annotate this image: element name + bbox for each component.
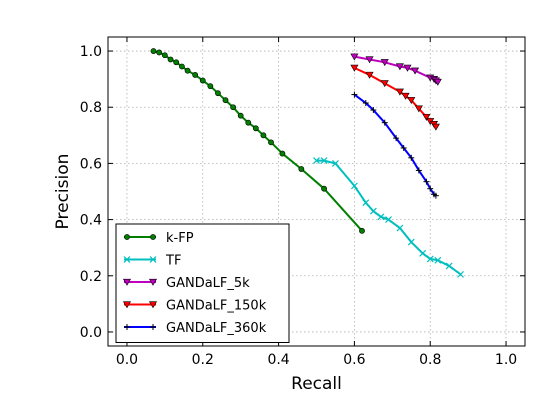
data-point-k-fp [299, 166, 304, 171]
data-point-k-fp [215, 91, 220, 96]
series-line-gandalf-5k [354, 57, 437, 82]
data-point-k-fp [185, 68, 190, 73]
legend-label: TF [165, 254, 181, 269]
data-point-k-fp [200, 78, 205, 83]
data-point-k-fp [253, 126, 258, 131]
data-point-k-fp [231, 105, 236, 110]
data-point-k-fp [193, 72, 198, 77]
series-line-tf [317, 161, 461, 275]
series-line-gandalf-150k [354, 68, 436, 127]
data-point-k-fp [179, 64, 184, 69]
x-tick-label: 0.0 [116, 352, 138, 368]
data-point-k-fp [246, 120, 251, 125]
y-axis-label: Precision [53, 154, 73, 230]
legend-label: GANDaLF_360k [166, 321, 267, 336]
data-point-k-fp [157, 50, 162, 55]
data-point-k-fp [268, 140, 273, 145]
x-tick-label: 0.4 [267, 352, 289, 368]
data-point-tf [351, 183, 357, 189]
data-point-k-fp [238, 113, 243, 118]
legend-label: GANDaLF_150k [166, 299, 267, 314]
series-gandalf-360k [351, 92, 439, 199]
data-point-tf [370, 208, 376, 214]
data-point-k-fp [168, 57, 173, 62]
legend-marker [124, 234, 129, 239]
y-tick-label: 0.8 [80, 100, 102, 116]
x-tick-label: 0.8 [419, 352, 441, 368]
legend: k-FP TF GANDaLF_5k GANDaLF_150k GANDaLF_360k [116, 224, 289, 343]
y-tick-label: 0.6 [80, 156, 102, 172]
y-tick-label: 1.0 [80, 44, 102, 60]
legend-label: k-FP [166, 231, 194, 246]
y-tick-label: 0.4 [80, 213, 102, 229]
series-gandalf-5k [351, 54, 441, 85]
data-point-k-fp [280, 151, 285, 156]
x-tick-label: 0.2 [192, 352, 214, 368]
series-line-gandalf-360k [354, 95, 436, 196]
series-line-k-fp [153, 51, 362, 231]
data-point-k-fp [162, 53, 167, 58]
data-point-k-fp [261, 133, 266, 138]
data-point-tf [420, 250, 426, 256]
y-tick-label: 0.2 [80, 269, 102, 285]
data-point-tf [397, 225, 403, 231]
data-point-k-fp [174, 60, 179, 65]
y-tick-label: 0.0 [80, 325, 102, 341]
series-k-fp [151, 48, 365, 233]
data-point-k-fp [151, 48, 156, 53]
series-tf [314, 158, 464, 278]
data-point-tf [363, 200, 369, 206]
data-point-k-fp [208, 84, 213, 89]
data-point-tf [408, 239, 414, 245]
data-point-gandalf-150k [432, 124, 439, 130]
x-axis-label: Recall [291, 374, 342, 394]
x-tick-label: 0.6 [343, 352, 365, 368]
data-point-k-fp [321, 186, 326, 191]
data-point-k-fp [223, 98, 228, 103]
data-point-k-fp [359, 228, 364, 233]
legend-label: GANDaLF_5k [166, 276, 250, 291]
data-point-tf [458, 271, 464, 277]
x-tick-label: 1.0 [495, 352, 517, 368]
legend-marker [150, 234, 155, 239]
